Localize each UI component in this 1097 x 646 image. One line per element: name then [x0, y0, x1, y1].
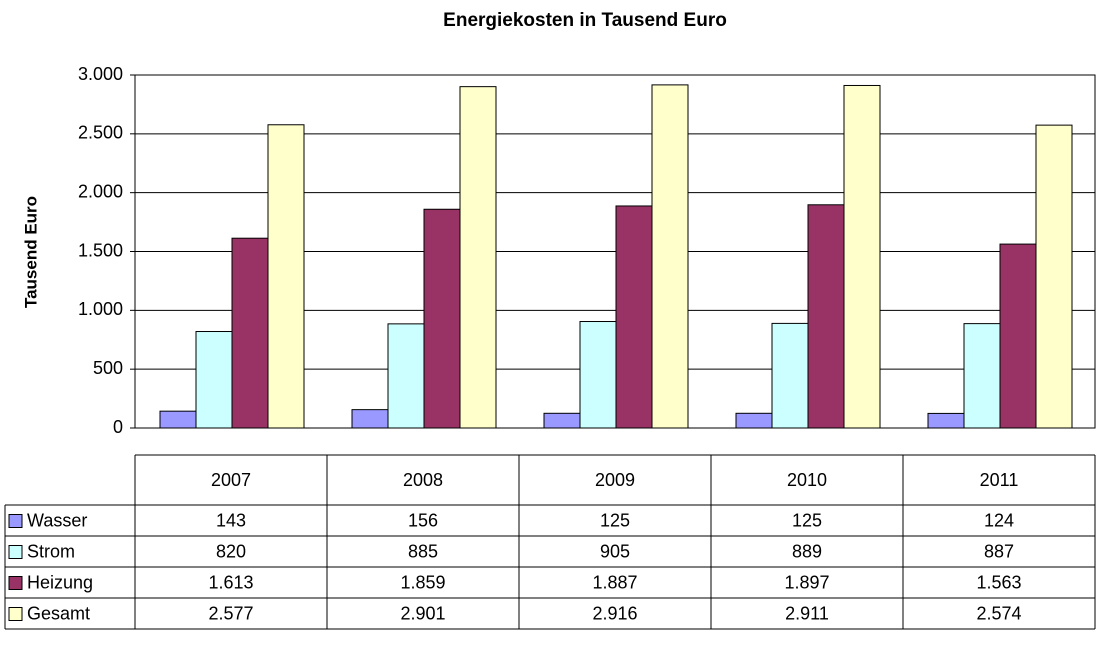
bar	[999, 243, 1037, 429]
chart-title: Energiekosten in Tausend Euro	[443, 10, 727, 31]
x-tick-label: 2010	[787, 470, 827, 490]
y-tick-label: 0	[113, 417, 123, 437]
data-label: 905	[600, 541, 630, 561]
bar	[927, 412, 965, 429]
bar	[579, 321, 617, 429]
data-label: 1.859	[400, 572, 445, 592]
data-label: 2.911	[785, 603, 829, 623]
legend-key	[8, 607, 23, 621]
x-tick-label: 2008	[403, 470, 443, 490]
data-label: 887	[984, 541, 1014, 561]
bar	[543, 412, 581, 429]
bar	[231, 237, 269, 429]
bar	[735, 412, 773, 429]
data-label: 2.916	[592, 603, 637, 623]
bar	[459, 86, 497, 429]
bar	[843, 84, 881, 429]
y-tick-label: 2.000	[78, 181, 123, 201]
data-label: 2.574	[976, 603, 1021, 623]
bar	[159, 410, 197, 429]
data-label: 1.887	[592, 572, 637, 592]
data-label: 2.901	[400, 603, 445, 623]
bar	[1035, 124, 1073, 429]
data-label: 2.577	[208, 603, 253, 623]
legend-label: Heizung	[27, 572, 93, 592]
legend-key	[8, 514, 23, 528]
y-tick-label: 1.500	[78, 240, 123, 260]
data-label: 124	[984, 510, 1014, 530]
y-axis-label: Tausend Euro	[21, 196, 40, 308]
legend-label: Strom	[27, 541, 75, 561]
x-tick-label: 2011	[980, 470, 1019, 490]
bar	[267, 124, 305, 429]
legend-key	[8, 545, 23, 559]
bar	[807, 204, 845, 429]
data-label: 885	[408, 541, 438, 561]
data-label: 125	[600, 510, 630, 530]
data-label: 1.613	[208, 572, 253, 592]
bar	[351, 409, 389, 429]
bar	[963, 323, 1001, 429]
y-tick-label: 1.000	[78, 299, 123, 319]
data-label: 889	[792, 541, 822, 561]
y-tick-label: 2.500	[78, 123, 123, 143]
data-label: 125	[792, 510, 822, 530]
data-label: 143	[216, 510, 246, 530]
bar	[195, 331, 233, 429]
legend-key	[8, 576, 23, 590]
legend-label: Gesamt	[27, 603, 90, 623]
data-label: 1.563	[976, 572, 1021, 592]
bar	[615, 205, 653, 429]
y-tick-label: 3.000	[78, 64, 123, 84]
data-label: 1.897	[784, 572, 829, 592]
y-tick-label: 500	[93, 358, 123, 378]
x-tick-label: 2007	[211, 470, 251, 490]
bar	[651, 84, 689, 429]
bar	[771, 322, 809, 429]
bar	[387, 323, 425, 429]
data-label: 820	[216, 541, 246, 561]
legend-label: Wasser	[27, 510, 87, 530]
bar	[423, 208, 461, 429]
x-tick-label: 2009	[595, 470, 635, 490]
data-label: 156	[408, 510, 438, 530]
